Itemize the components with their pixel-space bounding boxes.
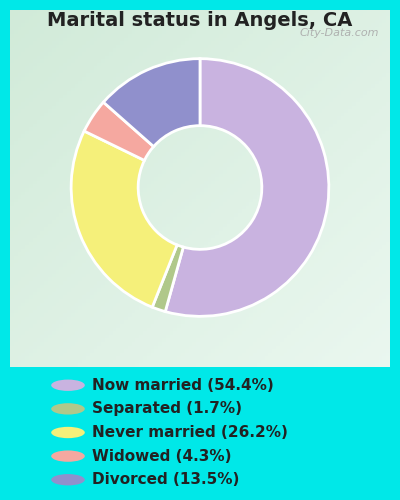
Text: Widowed (4.3%): Widowed (4.3%) bbox=[92, 448, 232, 464]
Circle shape bbox=[51, 474, 85, 486]
Text: Now married (54.4%): Now married (54.4%) bbox=[92, 378, 274, 393]
Text: Marital status in Angels, CA: Marital status in Angels, CA bbox=[47, 11, 353, 30]
Text: Separated (1.7%): Separated (1.7%) bbox=[92, 402, 242, 416]
Circle shape bbox=[51, 450, 85, 462]
Wedge shape bbox=[165, 58, 329, 316]
Circle shape bbox=[51, 403, 85, 414]
Text: City-Data.com: City-Data.com bbox=[299, 28, 378, 38]
Text: Divorced (13.5%): Divorced (13.5%) bbox=[92, 472, 239, 487]
Wedge shape bbox=[84, 102, 154, 160]
Circle shape bbox=[51, 427, 85, 438]
Wedge shape bbox=[152, 245, 183, 312]
Circle shape bbox=[51, 380, 85, 391]
Text: Never married (26.2%): Never married (26.2%) bbox=[92, 425, 288, 440]
Wedge shape bbox=[71, 131, 177, 307]
Wedge shape bbox=[104, 58, 200, 146]
